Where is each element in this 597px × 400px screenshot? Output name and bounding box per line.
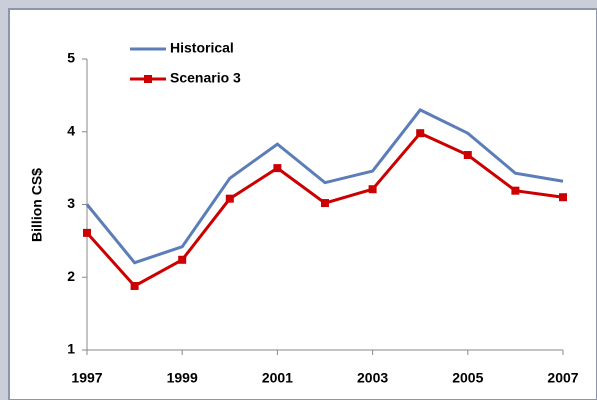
y-tick-label: 1 [67, 341, 75, 357]
y-tick-label: 4 [67, 122, 75, 138]
x-tick-label: 2003 [357, 370, 388, 386]
point-marker [130, 281, 139, 290]
point-marker [416, 129, 425, 138]
x-tick-label: 2007 [547, 370, 578, 386]
point-marker [463, 151, 472, 160]
x-tick-label: 1999 [167, 370, 198, 386]
point-marker [321, 199, 329, 208]
plot-panel [8, 8, 597, 400]
point-marker [368, 185, 377, 194]
point-marker [178, 255, 187, 264]
y-tick-label: 2 [67, 268, 75, 284]
legend-label: Scenario 3 [170, 70, 241, 86]
point-marker [225, 194, 234, 203]
point-marker [83, 228, 91, 237]
x-tick-label: 2001 [262, 370, 293, 386]
point-marker [559, 193, 567, 202]
legend-label: Historical [170, 40, 234, 56]
point-marker [273, 164, 282, 173]
point-marker [511, 186, 520, 195]
x-tick-label: 1997 [71, 370, 102, 386]
series-line [85, 108, 564, 265]
y-tick-label: 5 [67, 50, 75, 66]
y-axis-label: Billion CS$ [29, 168, 45, 242]
x-tick-label: 2005 [452, 370, 483, 386]
legend-marker [144, 75, 152, 83]
y-tick-label: 3 [67, 195, 75, 211]
